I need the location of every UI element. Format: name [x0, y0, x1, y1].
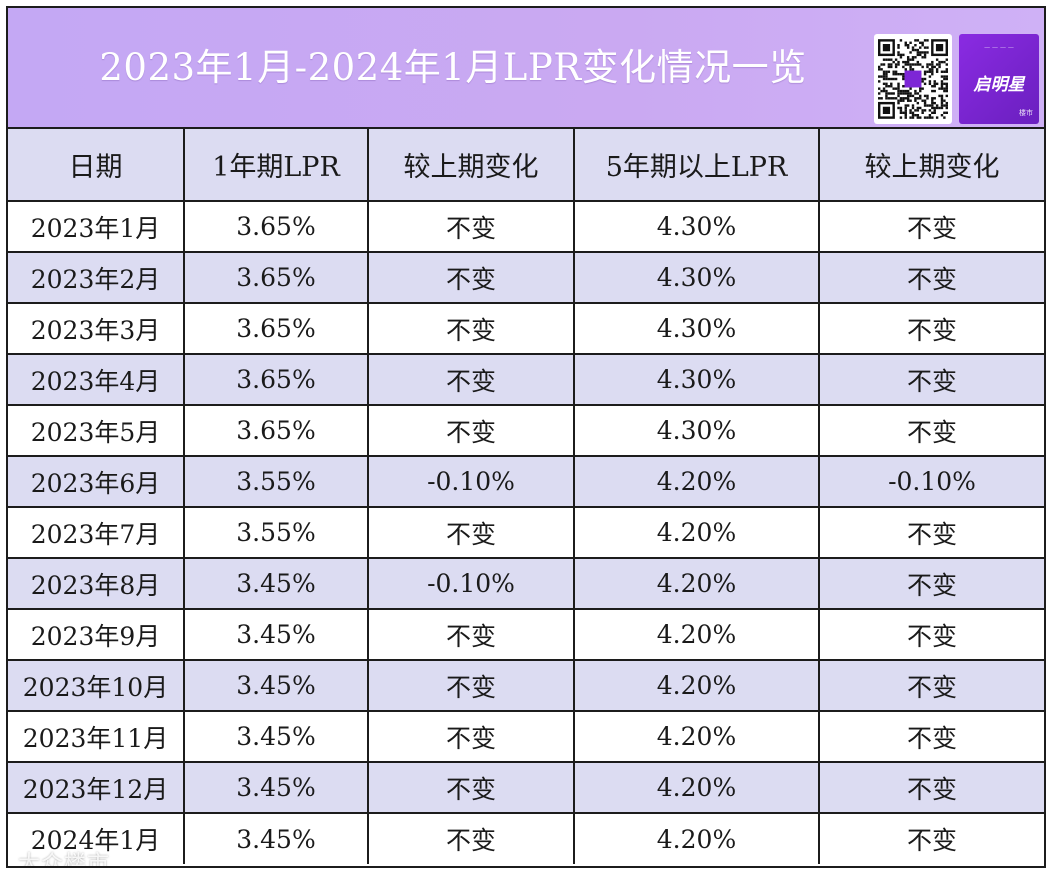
cell-5y-change: 不变 [818, 710, 1044, 763]
cell-5y-change: 不变 [818, 353, 1044, 406]
cell-5y-lpr: 4.30% [573, 404, 820, 457]
cell-5y-change: 不变 [818, 812, 1044, 864]
cell-1y-lpr: 3.55% [183, 455, 369, 508]
cell-1y-lpr: 3.65% [183, 251, 369, 304]
cell-date: 2023年5月 [8, 404, 185, 457]
cell-date: 2023年4月 [8, 353, 185, 406]
cell-date: 2023年1月 [8, 200, 185, 253]
cell-1y-lpr: 3.65% [183, 404, 369, 457]
qr-code-icon [874, 34, 952, 124]
cell-date: 2023年3月 [8, 302, 185, 355]
table-row: 2023年7月 3.55% 不变 4.20% 不变 [8, 506, 1044, 559]
cell-5y-change: 不变 [818, 200, 1044, 253]
cell-1y-lpr: 3.45% [183, 608, 369, 661]
cell-1y-change: 不变 [367, 812, 575, 864]
header-5y-change: 较上期变化 [818, 129, 1044, 202]
cell-5y-lpr: 4.20% [573, 659, 820, 712]
cell-5y-lpr: 4.20% [573, 761, 820, 814]
table-row: 2023年6月 3.55% -0.10% 4.20% -0.10% [8, 455, 1044, 508]
cell-1y-lpr: 3.45% [183, 761, 369, 814]
cell-date: 2023年2月 [8, 251, 185, 304]
cell-5y-change: 不变 [818, 557, 1044, 610]
cell-date: 2024年1月 [8, 812, 185, 864]
cell-1y-change: 不变 [367, 506, 575, 559]
header-date: 日期 [8, 129, 185, 202]
cell-5y-lpr: 4.20% [573, 506, 820, 559]
cell-1y-lpr: 3.45% [183, 710, 369, 763]
table-row: 2024年1月 3.45% 不变 4.20% 不变 [8, 812, 1044, 864]
brand-sub: 楼市 [1019, 109, 1033, 117]
cell-1y-lpr: 3.45% [183, 659, 369, 712]
cell-5y-lpr: 4.20% [573, 710, 820, 763]
cell-date: 2023年6月 [8, 455, 185, 508]
cell-1y-change: 不变 [367, 200, 575, 253]
brand-decoration: — — — — [984, 44, 1014, 51]
table-row: 2023年9月 3.45% 不变 4.20% 不变 [8, 608, 1044, 661]
brand-logo: — — — — 启明星 楼市 [959, 34, 1039, 124]
cell-1y-change: 不变 [367, 659, 575, 712]
header-1y-change: 较上期变化 [367, 129, 575, 202]
cell-5y-change: 不变 [818, 761, 1044, 814]
title-banner: 2023年1月-2024年1月LPR变化情况一览 — — — — 启明星 楼市 [8, 8, 1044, 129]
cell-5y-change: 不变 [818, 404, 1044, 457]
table-row: 2023年1月 3.65% 不变 4.30% 不变 [8, 200, 1044, 253]
cell-1y-lpr: 3.65% [183, 302, 369, 355]
page-title: 2023年1月-2024年1月LPR变化情况一览 [99, 46, 807, 89]
table-row: 2023年3月 3.65% 不变 4.30% 不变 [8, 302, 1044, 355]
cell-date: 2023年8月 [8, 557, 185, 610]
table-row: 2023年4月 3.65% 不变 4.30% 不变 [8, 353, 1044, 406]
cell-1y-lpr: 3.45% [183, 557, 369, 610]
cell-1y-change: 不变 [367, 404, 575, 457]
brand-name: 启明星 [973, 75, 1025, 95]
cell-1y-lpr: 3.65% [183, 200, 369, 253]
cell-1y-change: 不变 [367, 710, 575, 763]
table-row: 2023年2月 3.65% 不变 4.30% 不变 [8, 251, 1044, 304]
table-row: 2023年5月 3.65% 不变 4.30% 不变 [8, 404, 1044, 457]
table-row: 2023年12月 3.45% 不变 4.20% 不变 [8, 761, 1044, 814]
cell-date: 2023年11月 [8, 710, 185, 763]
cell-1y-change: 不变 [367, 608, 575, 661]
header-5y-lpr: 5年期以上LPR [573, 129, 820, 202]
table-row: 2023年8月 3.45% -0.10% 4.20% 不变 [8, 557, 1044, 610]
cell-1y-change: 不变 [367, 353, 575, 406]
table-row: 2023年11月 3.45% 不变 4.20% 不变 [8, 710, 1044, 763]
cell-5y-lpr: 4.30% [573, 251, 820, 304]
cell-5y-change: 不变 [818, 608, 1044, 661]
cell-date: 2023年9月 [8, 608, 185, 661]
cell-date: 2023年10月 [8, 659, 185, 712]
cell-5y-lpr: 4.20% [573, 812, 820, 864]
cell-5y-change: 不变 [818, 302, 1044, 355]
lpr-infographic: 2023年1月-2024年1月LPR变化情况一览 — — — — 启明星 楼市 … [6, 6, 1046, 868]
table-row: 2023年10月 3.45% 不变 4.20% 不变 [8, 659, 1044, 712]
cell-1y-change: -0.10% [367, 557, 575, 610]
table-body: 2023年1月 3.65% 不变 4.30% 不变 2023年2月 3.65% 不变 4.30%… [8, 200, 1044, 864]
qr-code-graphic [878, 39, 948, 119]
cell-date: 2023年12月 [8, 761, 185, 814]
table-header-row: 日期 1年期LPR 较上期变化 5年期以上LPR 较上期变化 [8, 129, 1044, 202]
cell-5y-lpr: 4.30% [573, 200, 820, 253]
cell-5y-lpr: 4.30% [573, 353, 820, 406]
lpr-table: 日期 1年期LPR 较上期变化 5年期以上LPR 较上期变化 2023年1月 3.… [8, 129, 1044, 864]
cell-1y-change: 不变 [367, 761, 575, 814]
cell-5y-change: 不变 [818, 506, 1044, 559]
cell-5y-change: -0.10% [818, 455, 1044, 508]
cell-5y-change: 不变 [818, 251, 1044, 304]
cell-date: 2023年7月 [8, 506, 185, 559]
cell-1y-lpr: 3.55% [183, 506, 369, 559]
cell-1y-change: -0.10% [367, 455, 575, 508]
cell-1y-change: 不变 [367, 302, 575, 355]
header-1y-lpr: 1年期LPR [183, 129, 369, 202]
cell-1y-change: 不变 [367, 251, 575, 304]
cell-1y-lpr: 3.45% [183, 812, 369, 864]
cell-5y-lpr: 4.30% [573, 302, 820, 355]
cell-5y-lpr: 4.20% [573, 455, 820, 508]
cell-5y-change: 不变 [818, 659, 1044, 712]
cell-5y-lpr: 4.20% [573, 608, 820, 661]
cell-5y-lpr: 4.20% [573, 557, 820, 610]
cell-1y-lpr: 3.65% [183, 353, 369, 406]
